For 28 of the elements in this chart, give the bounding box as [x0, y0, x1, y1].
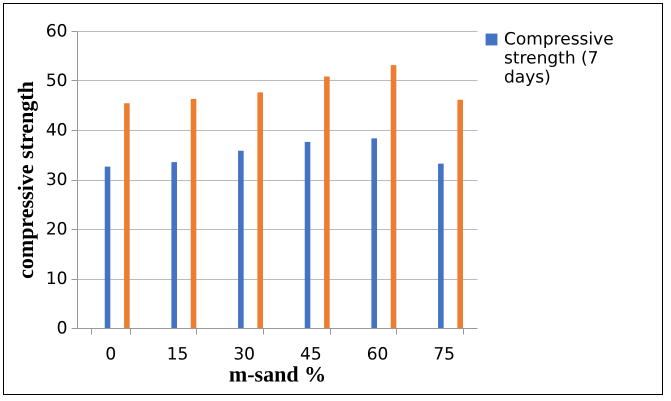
y-tick-label: 20 — [46, 220, 68, 240]
x-tick-label: 75 — [433, 344, 455, 364]
y-tick-label: 0 — [56, 318, 68, 338]
bar — [190, 98, 196, 328]
bar — [238, 150, 244, 328]
x-tick-label: 60 — [366, 344, 388, 364]
y-tick-label: 50 — [46, 71, 68, 91]
y-tick-label: 60 — [46, 22, 68, 42]
y-axis-title: compressive strength — [12, 81, 38, 279]
legend-label: Compressive strength (7 days) — [504, 30, 614, 88]
bar — [324, 76, 330, 328]
bar — [457, 100, 463, 328]
bar — [438, 164, 444, 328]
x-tick-label: 45 — [300, 344, 322, 364]
y-tick-label: 10 — [46, 269, 68, 289]
bar — [171, 162, 177, 328]
y-tick-label: 40 — [46, 120, 68, 140]
bar — [304, 142, 310, 328]
bar — [390, 65, 396, 328]
bar — [371, 138, 377, 328]
y-tick-label: 30 — [46, 170, 68, 190]
x-tick-label: 15 — [166, 344, 188, 364]
bar — [104, 166, 110, 328]
x-tick-label: 0 — [105, 344, 116, 364]
x-axis-title: m-sand % — [228, 362, 326, 386]
bar — [257, 92, 263, 328]
bar — [124, 103, 130, 328]
x-tick-label: 30 — [233, 344, 255, 364]
